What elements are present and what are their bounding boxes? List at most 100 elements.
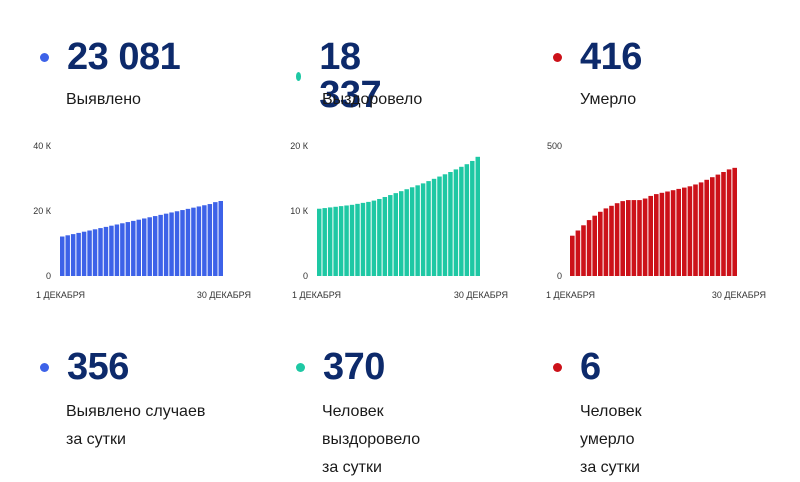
- daily-died-value: 6: [580, 346, 601, 388]
- died-bar: [732, 167, 737, 276]
- daily-detected-dot-icon: [40, 362, 49, 372]
- died-x-end-label: 30 ДЕКАБРЯ: [712, 290, 766, 300]
- died-bar: [592, 215, 597, 276]
- recovered-bar: [442, 174, 448, 276]
- recovered-bar: [360, 202, 366, 277]
- recovered-bar: [453, 169, 459, 276]
- recovered-bar: [399, 191, 404, 276]
- recovered-dot-icon: [296, 71, 302, 81]
- detected-bar: [60, 236, 65, 276]
- detected-dot-icon: [40, 52, 49, 62]
- detected-bar: [202, 205, 207, 276]
- recovered-bar: [426, 181, 431, 276]
- detected-bar: [218, 200, 223, 276]
- detected-bar: [158, 214, 163, 276]
- total-detected-row: 23 081: [40, 38, 181, 76]
- recovered-y-tick-label: 10 К: [290, 206, 309, 216]
- recovered-bar: [393, 193, 398, 277]
- detected-bar: [92, 229, 98, 276]
- recovered-bar: [382, 197, 388, 276]
- detected-bar: [103, 226, 109, 276]
- recovered-bar: [404, 189, 409, 276]
- recovered-bar: [470, 160, 475, 276]
- died-bar: [626, 200, 631, 276]
- recovered-bar: [327, 207, 333, 276]
- died-bar: [570, 235, 575, 276]
- detected-bar: [65, 235, 70, 276]
- died-bar: [670, 190, 676, 276]
- recovered-x-end-label: 30 ДЕКАБРЯ: [454, 290, 508, 300]
- recovered-bar: [338, 206, 344, 277]
- recovered-bar: [349, 204, 355, 276]
- died-x-start-label: 1 ДЕКАБРЯ: [546, 290, 595, 300]
- detected-bar: [109, 225, 114, 276]
- died-bar: [659, 192, 665, 276]
- recovered-bar: [459, 166, 464, 276]
- chart-detected: 40 К 20 К 0 1 ДЕКАБРЯ 30 ДЕКАБРЯ: [33, 141, 251, 300]
- recovered-y-tick-label: 0: [303, 271, 308, 281]
- detected-bar: [125, 222, 131, 276]
- total-died-label: Умерло: [580, 91, 637, 108]
- died-bar: [676, 188, 681, 276]
- chart-died: 500 0 1 ДЕКАБРЯ 30 ДЕКАБРЯ: [546, 141, 766, 300]
- died-bar: [721, 172, 726, 276]
- recovered-bar: [388, 195, 393, 276]
- daily-detected-label: Выявлено случаев за сутки: [66, 398, 205, 454]
- daily-recovered-row: 370: [296, 348, 385, 386]
- detected-bar: [213, 202, 218, 276]
- recovered-bar: [317, 208, 322, 276]
- daily-recovered-label: Человек выздоровело за сутки: [322, 398, 420, 482]
- total-died-row: 416: [553, 38, 642, 76]
- died-bar: [654, 194, 659, 276]
- recovered-bar: [355, 203, 360, 276]
- daily-recovered-label-line2: за сутки: [322, 459, 382, 476]
- died-bar: [704, 179, 709, 276]
- detected-bar: [98, 228, 103, 276]
- recovered-bar: [464, 164, 470, 276]
- chart-recovered: 20 К 10 К 0 1 ДЕКАБРЯ 30 ДЕКАБРЯ: [290, 141, 508, 300]
- recovered-y-tick-label: 20 К: [290, 141, 309, 151]
- detected-bar: [185, 208, 191, 276]
- daily-detected-label-line1: Выявлено случаев: [66, 403, 206, 420]
- detected-bar: [169, 212, 174, 276]
- died-bar: [620, 201, 625, 276]
- recovered-bar: [322, 208, 327, 276]
- detected-bar: [191, 207, 196, 276]
- recovered-bar: [333, 206, 338, 276]
- died-bar: [715, 174, 721, 276]
- total-died-value: 416: [580, 36, 642, 78]
- recovered-bar: [420, 183, 426, 277]
- daily-died-dot-icon: [553, 362, 562, 372]
- total-recovered-value: 18 337: [319, 36, 382, 116]
- total-detected-label: Выявлено: [66, 91, 141, 108]
- detected-y-tick-label: 40 К: [33, 141, 52, 151]
- died-bar: [603, 208, 609, 276]
- died-bar: [642, 198, 648, 276]
- died-bar: [687, 186, 693, 276]
- recovered-bar: [448, 172, 453, 276]
- detected-bar: [207, 204, 213, 276]
- died-bar: [581, 225, 586, 276]
- detected-bar: [196, 206, 202, 276]
- recovered-bar: [409, 187, 415, 276]
- detected-x-start-label: 1 ДЕКАБРЯ: [36, 290, 85, 300]
- died-bar: [575, 230, 581, 276]
- recovered-bar: [437, 176, 442, 276]
- recovered-bar: [366, 201, 371, 276]
- died-bar: [586, 220, 592, 276]
- died-bar: [631, 200, 637, 276]
- daily-died-label: Человек умерло за сутки: [580, 398, 642, 482]
- died-bar: [614, 203, 620, 276]
- detected-bar: [120, 223, 125, 276]
- died-y-tick-label: 500: [547, 141, 562, 151]
- died-bar: [648, 195, 653, 276]
- died-bar: [682, 187, 687, 276]
- died-bar: [637, 200, 642, 276]
- died-y-tick-label: 0: [557, 271, 562, 281]
- detected-bar: [152, 216, 158, 276]
- died-bar: [598, 211, 603, 276]
- daily-recovered-dot-icon: [296, 362, 305, 372]
- detected-bar: [136, 219, 141, 276]
- detected-y-tick-label: 0: [46, 271, 51, 281]
- died-bar: [698, 182, 704, 276]
